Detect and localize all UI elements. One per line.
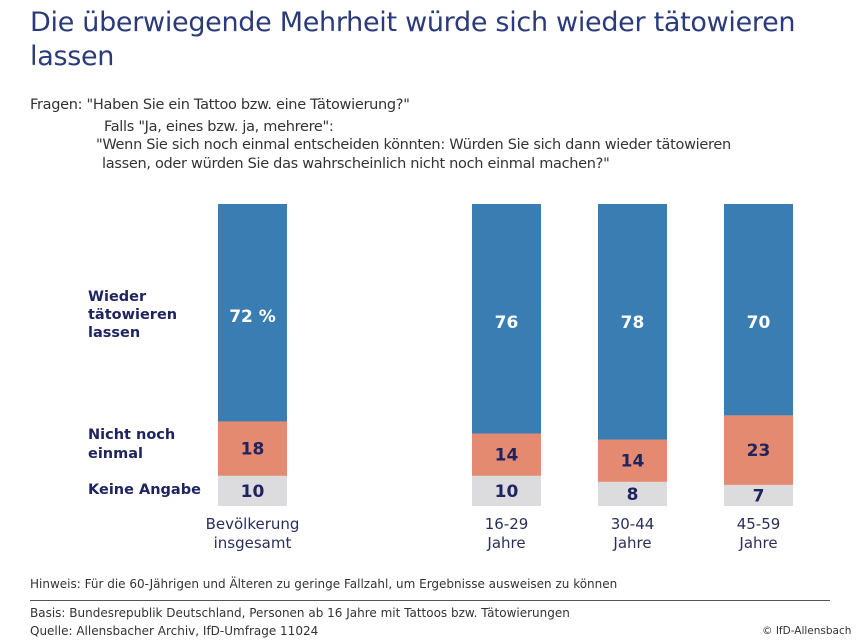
data-label: 14	[495, 446, 519, 466]
data-label: 10	[495, 482, 519, 502]
footer-source: Quelle: Allensbacher Archiv, IfD-Umfrage…	[30, 624, 319, 638]
bar-segment	[472, 204, 541, 434]
chart-title: Die überwiegende Mehrheit würde sich wie…	[30, 7, 796, 72]
copyright: © IfD-Allensbach	[762, 625, 852, 637]
category-label: 16-29	[485, 515, 529, 533]
bar-segment	[218, 475, 287, 506]
bar-segment	[472, 475, 541, 506]
legend-label: lassen	[88, 325, 140, 341]
data-label: 70	[747, 313, 771, 333]
category-label: Bevölkerung	[206, 515, 300, 533]
data-label: 7	[753, 486, 765, 506]
footer-basis: Basis: Bundesrepublik Deutschland, Perso…	[30, 606, 570, 620]
category-label: Jahre	[486, 534, 525, 552]
legend-label: einmal	[88, 446, 143, 462]
legend-label: Nicht noch	[88, 427, 175, 443]
bar-segment	[218, 421, 287, 476]
bar-segment	[724, 415, 793, 485]
data-label: 18	[241, 440, 265, 460]
question-line-2: Falls "Ja, eines bzw. ja, mehrere":	[104, 119, 334, 135]
question-line-3: "Wenn Sie sich noch einmal entscheiden k…	[96, 137, 731, 153]
bar-segment	[598, 204, 667, 440]
data-label: 8	[627, 485, 639, 505]
category-label: 45-59	[737, 515, 781, 533]
question-line-1: Fragen: "Haben Sie ein Tattoo bzw. eine …	[30, 97, 410, 113]
category-label: 30-44	[611, 515, 655, 533]
data-label: 23	[747, 441, 771, 461]
legend-label: tätowieren	[88, 307, 177, 323]
data-label: 72 %	[229, 307, 276, 327]
bar-segment	[598, 481, 667, 506]
data-label: 76	[495, 313, 519, 333]
bar-segment	[598, 439, 667, 482]
legend-label: Wieder	[88, 289, 147, 305]
category-label: Jahre	[738, 534, 777, 552]
data-label: 10	[241, 482, 265, 502]
data-label: 14	[621, 452, 645, 472]
bar-segment	[218, 204, 287, 422]
legend-label: Keine Angabe	[88, 482, 201, 498]
category-label: insgesamt	[214, 534, 292, 552]
bar-segment	[472, 433, 541, 476]
data-label: 78	[621, 313, 645, 333]
question-line-4: lassen, oder würden Sie das wahrscheinli…	[102, 156, 610, 172]
footer-note: Hinweis: Für die 60-Jährigen und Älteren…	[30, 577, 618, 591]
footer-divider	[30, 600, 830, 601]
category-label: Jahre	[612, 534, 651, 552]
bar-segment	[724, 204, 793, 416]
bar-segment	[724, 484, 793, 506]
